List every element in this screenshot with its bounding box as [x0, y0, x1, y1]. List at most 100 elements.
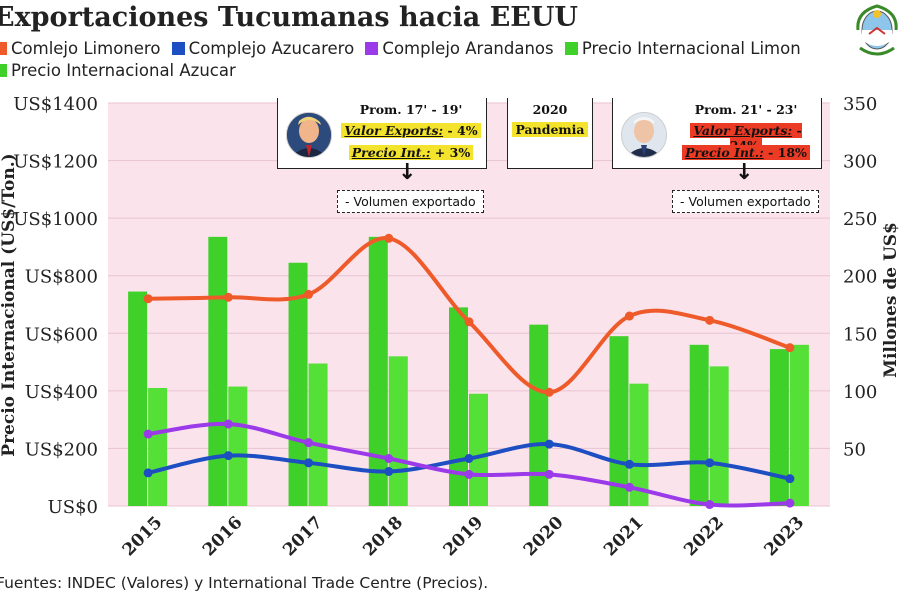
pandemia-year: 2020	[532, 102, 568, 117]
bar-precio-limon	[689, 344, 709, 506]
point-arandanos	[624, 482, 634, 492]
biden-valor-label: Valor Exports:	[693, 123, 793, 138]
right-tick-label: 250	[843, 209, 877, 230]
bar-precio-azucar	[228, 386, 248, 506]
point-limonero	[464, 317, 474, 327]
bar-precio-limon	[288, 262, 308, 506]
biden-avatar	[621, 112, 667, 158]
biden-precio-label: Precio Int.:	[685, 145, 764, 160]
trump-avatar	[286, 112, 332, 158]
legend-item-precio-limon: Precio Internacional Limon	[564, 38, 801, 60]
right-tick-label: 300	[843, 152, 877, 173]
point-azucarero	[544, 439, 554, 449]
point-azucarero	[223, 451, 233, 461]
left-tick-label: US$200	[25, 439, 98, 460]
bar-precio-azucar	[148, 387, 168, 506]
biden-precio-value: - 18%	[763, 145, 807, 160]
point-arandanos	[384, 454, 394, 464]
right-tick-label: 200	[843, 267, 877, 288]
bar-precio-limon	[208, 236, 228, 506]
point-arandanos	[785, 498, 795, 508]
point-limonero	[624, 311, 634, 321]
bar-precio-azucar	[469, 393, 488, 506]
biden-volumen-note: - Volumen exportado	[672, 190, 819, 213]
bars	[128, 236, 809, 506]
biden-arrow-icon: ↓	[735, 160, 754, 185]
left-tick-label: US$1200	[13, 152, 98, 173]
pandemia-label: Pandemia	[512, 122, 588, 137]
x-tick-label: 2023	[761, 513, 809, 561]
trump-valor-value: - 4%	[443, 123, 478, 138]
x-tick-label: 2019	[440, 513, 488, 561]
legend-item-limonero: Comlejo Limonero	[0, 38, 160, 60]
legend-label: Complejo Arandanos	[382, 39, 554, 58]
trump-precio-value: + 3%	[430, 145, 471, 160]
annotation-trump: Prom. 17' - 19' Valor Exports: - 4% Prec…	[277, 98, 487, 169]
point-azucarero	[624, 459, 634, 469]
left-tick-label: US$600	[25, 324, 98, 345]
left-tick-label: US$800	[25, 267, 98, 288]
x-tick-label: 2018	[359, 513, 407, 561]
left-axis-label: Precio Internacional (US$/Ton.)	[0, 153, 19, 456]
left-tick-label: US$1400	[13, 94, 98, 115]
legend: Comlejo Limonero Complejo Azucarero Comp…	[0, 38, 854, 82]
point-azucarero	[705, 458, 715, 468]
x-tick-label: 2020	[520, 513, 568, 561]
right-tick-label: 50	[843, 439, 866, 460]
trump-precio-line: Precio Int.: + 3%	[338, 145, 484, 160]
point-azucarero	[143, 468, 153, 478]
x-tick-label: 2015	[119, 513, 167, 561]
chart-title: Exportaciones Tucumanas hacia EEUU	[0, 2, 578, 33]
trump-portrait-icon	[287, 113, 331, 157]
tucuman-emblem-icon	[856, 4, 898, 56]
biden-heading: Prom. 21' - 23'	[694, 102, 798, 117]
bar-precio-limon	[609, 336, 629, 506]
point-limonero	[143, 294, 153, 304]
bar-precio-limon	[769, 349, 789, 506]
biden-precio-line: Precio Int.: - 18%	[673, 145, 819, 160]
point-limonero	[544, 387, 554, 397]
trump-valor-line: Valor Exports: - 4%	[338, 123, 484, 138]
trump-heading: Prom. 17' - 19'	[359, 102, 463, 117]
x-axis-ticks: 2015 2016 2017 2018 2019 2020 2021 2022 2023	[119, 513, 808, 561]
trump-valor-label: Valor Exports:	[344, 123, 444, 138]
point-limonero	[384, 233, 394, 243]
point-azucarero	[785, 474, 795, 484]
point-arandanos	[143, 429, 153, 439]
bar-precio-limon	[449, 307, 468, 506]
point-azucarero	[384, 466, 394, 476]
point-arandanos	[223, 419, 233, 429]
left-tick-label: US$0	[48, 497, 98, 518]
bar-precio-azucar	[388, 356, 408, 506]
source-note: Fuentes: INDEC (Valores) y International…	[0, 574, 489, 592]
point-azucarero	[304, 458, 314, 468]
legend-swatch	[171, 42, 185, 55]
left-tick-label: US$1000	[13, 209, 98, 230]
point-arandanos	[705, 500, 715, 510]
trump-precio-label: Precio Int.:	[351, 145, 431, 160]
bar-precio-azucar	[629, 383, 649, 506]
point-arandanos	[544, 469, 554, 479]
bar-precio-limon	[128, 291, 148, 506]
right-tick-label: 150	[843, 324, 877, 345]
legend-label: Comlejo Limonero	[11, 39, 161, 58]
point-limonero	[304, 289, 314, 299]
biden-portrait-icon	[622, 113, 666, 157]
left-axis-ticks: US$0 US$200 US$400 US$600 US$800 US$1000 US$12…	[13, 94, 98, 518]
bar-precio-limon	[368, 236, 388, 506]
bar-precio-limon	[529, 324, 549, 506]
series-points	[143, 233, 795, 510]
trump-arrow-icon: ↓	[398, 160, 417, 185]
legend-swatch	[365, 42, 379, 55]
left-tick-label: US$400	[25, 382, 98, 403]
legend-item-precio-azucar: Precio Internacional Azucar	[0, 60, 236, 82]
point-limonero	[223, 292, 233, 302]
legend-item-azucarero: Complejo Azucarero	[171, 38, 355, 60]
legend-swatch	[564, 42, 578, 55]
legend-label: Complejo Azucarero	[188, 39, 355, 58]
legend-swatch	[0, 42, 7, 55]
bar-precio-azucar	[709, 366, 729, 506]
right-tick-label: 100	[843, 382, 877, 403]
bar-precio-azucar	[308, 363, 328, 506]
